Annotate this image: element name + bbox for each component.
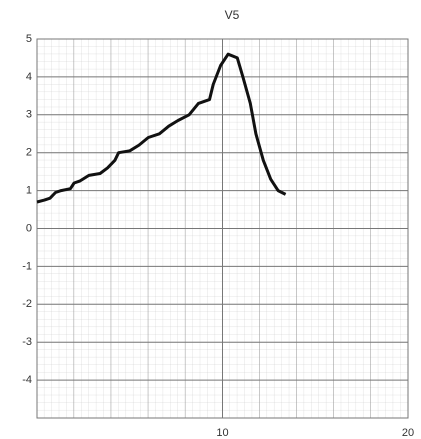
- y-tick-label: 5: [26, 33, 32, 45]
- series-line: [36, 52, 287, 204]
- y-tick-label: 3: [26, 109, 32, 121]
- y-tick-label: -4: [22, 374, 32, 386]
- y-tick-label: -1: [22, 260, 32, 272]
- y-tick-label: 2: [26, 147, 32, 159]
- x-tick-label: 10: [216, 427, 228, 439]
- y-tick-label: 0: [26, 222, 32, 234]
- y-tick-label: 1: [26, 185, 32, 197]
- y-tick-label: 4: [26, 71, 32, 83]
- chart-title: V5: [225, 8, 240, 22]
- y-tick-label: -3: [22, 336, 32, 348]
- y-tick-label: -2: [22, 298, 32, 310]
- x-tick-label: 20: [402, 427, 414, 439]
